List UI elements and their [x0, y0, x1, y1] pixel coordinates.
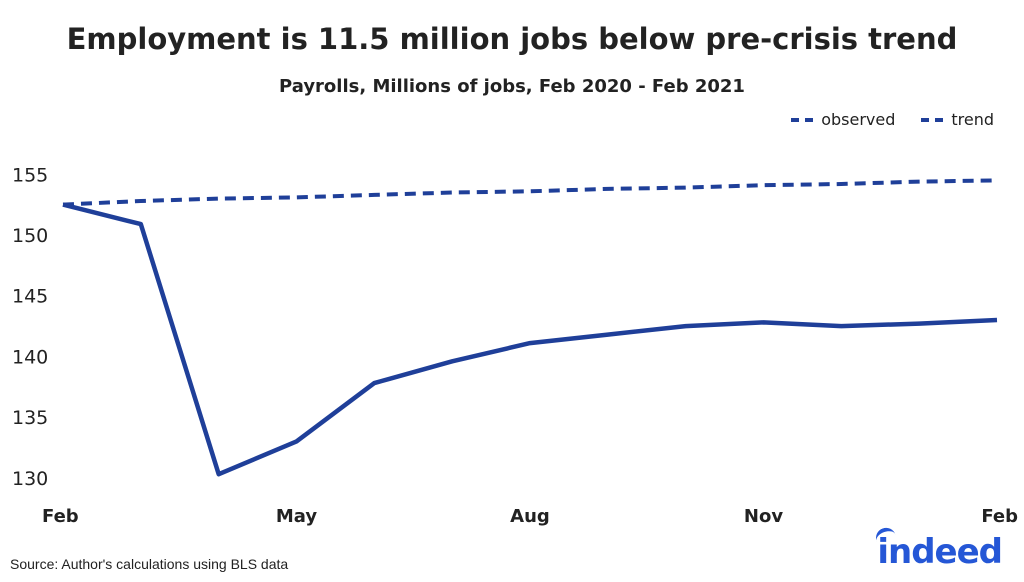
y-axis: 130 135 140 145 150 155	[12, 164, 48, 490]
x-axis: Feb May Aug Nov Feb	[42, 506, 1018, 527]
legend-item-observed: observed	[791, 110, 895, 129]
legend-label-observed: observed	[821, 110, 896, 129]
indeed-logo: indeed	[873, 525, 1003, 572]
x-tick-label: Nov	[744, 506, 783, 527]
y-tick-label: 150	[12, 225, 48, 247]
chart-subtitle: Payrolls, Millions of jobs, Feb 2020 - F…	[279, 76, 745, 97]
source-note: Source: Author's calculations using BLS …	[10, 556, 289, 572]
y-tick-label: 145	[12, 286, 48, 308]
y-tick-label: 130	[12, 468, 48, 490]
series-group	[62, 178, 998, 477]
x-tick-label: May	[276, 506, 318, 527]
legend-swatch-observed	[791, 117, 814, 122]
chart-title: Employment is 11.5 million jobs below pr…	[66, 22, 958, 56]
series-line-observed	[62, 202, 998, 477]
legend: observed trend	[765, 110, 994, 129]
legend-item-trend: trend	[921, 110, 994, 129]
legend-label-trend: trend	[951, 110, 994, 129]
y-tick-label: 135	[12, 407, 48, 429]
y-tick-label: 155	[12, 164, 48, 186]
x-tick-label: Aug	[510, 506, 550, 527]
y-tick-label: 140	[12, 346, 48, 368]
logo-text: indeed	[877, 532, 1003, 572]
x-tick-label: Feb	[42, 506, 79, 527]
series-line-trend	[62, 178, 998, 207]
x-tick-label: Feb	[981, 506, 1018, 527]
legend-swatch-trend	[921, 117, 944, 122]
